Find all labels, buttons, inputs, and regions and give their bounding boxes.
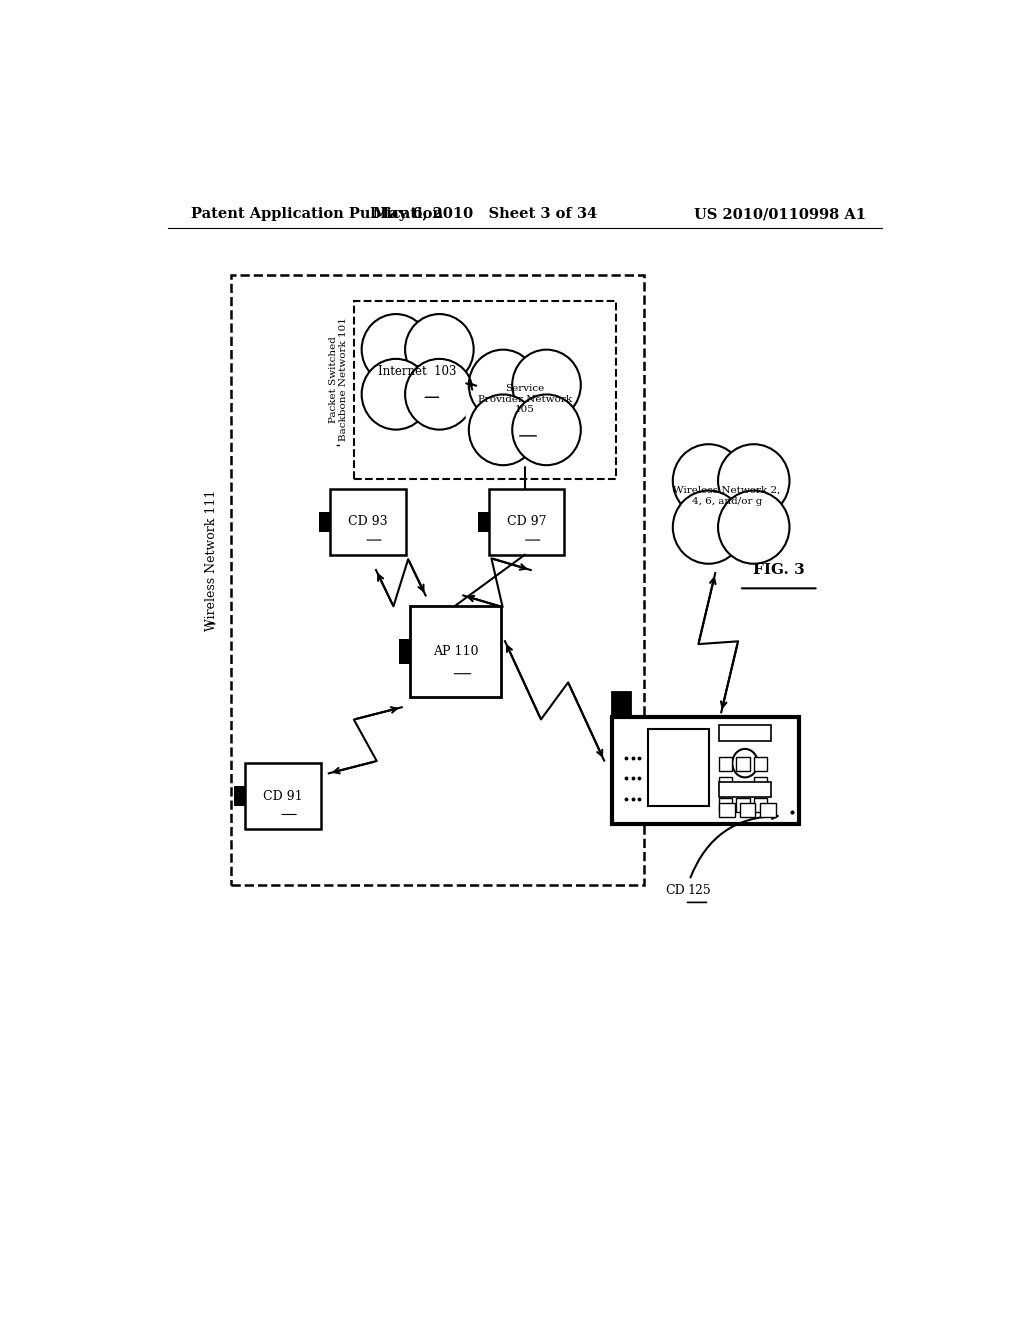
Ellipse shape <box>469 350 538 420</box>
Ellipse shape <box>512 395 581 465</box>
Ellipse shape <box>718 445 790 517</box>
Bar <box>648 729 710 805</box>
Bar <box>760 803 776 817</box>
Bar <box>736 758 750 771</box>
Ellipse shape <box>512 350 581 420</box>
Ellipse shape <box>669 444 794 565</box>
Bar <box>719 725 771 741</box>
Bar <box>354 301 616 479</box>
Text: CD: CD <box>666 883 685 896</box>
Text: US 2010/0110998 A1: US 2010/0110998 A1 <box>694 207 866 222</box>
Bar <box>246 763 321 829</box>
Ellipse shape <box>718 491 790 564</box>
Text: AP 110: AP 110 <box>432 645 478 657</box>
Bar <box>231 276 644 886</box>
Bar <box>719 777 732 792</box>
Bar <box>754 758 767 771</box>
Ellipse shape <box>673 445 744 517</box>
Bar <box>331 488 406 554</box>
Ellipse shape <box>732 748 758 777</box>
Ellipse shape <box>673 491 744 564</box>
Bar <box>754 797 767 812</box>
Ellipse shape <box>361 359 430 429</box>
Text: Patent Application Publication: Patent Application Publication <box>191 207 443 222</box>
Bar <box>719 803 735 817</box>
Bar <box>398 639 410 664</box>
Bar <box>489 488 564 554</box>
Ellipse shape <box>357 313 477 430</box>
Bar <box>719 758 732 771</box>
Ellipse shape <box>465 348 585 466</box>
Text: CD 93: CD 93 <box>348 515 388 528</box>
Bar <box>478 512 489 532</box>
Bar <box>754 777 767 792</box>
Bar <box>612 718 799 824</box>
Text: CD 91: CD 91 <box>263 789 303 803</box>
Text: Service
Provider Network
105: Service Provider Network 105 <box>478 384 571 414</box>
Ellipse shape <box>469 395 538 465</box>
Text: Internet  103: Internet 103 <box>379 366 457 379</box>
Text: Wireless Network 111: Wireless Network 111 <box>205 490 218 631</box>
Text: Packet Switched
Backbone Network 101: Packet Switched Backbone Network 101 <box>329 318 348 441</box>
Bar <box>736 797 750 812</box>
Bar <box>410 606 501 697</box>
Text: FIG. 3: FIG. 3 <box>753 564 805 577</box>
Text: 125: 125 <box>688 883 712 896</box>
Bar <box>319 512 331 532</box>
Bar <box>719 797 732 812</box>
Bar <box>719 783 771 797</box>
Text: Wireless Network 2,
4, 6, and/or g: Wireless Network 2, 4, 6, and/or g <box>674 486 781 506</box>
Text: May 6, 2010   Sheet 3 of 34: May 6, 2010 Sheet 3 of 34 <box>373 207 597 222</box>
Text: CD 97: CD 97 <box>507 515 547 528</box>
Bar <box>739 803 756 817</box>
Ellipse shape <box>406 359 474 429</box>
Ellipse shape <box>406 314 474 385</box>
Bar <box>234 785 246 807</box>
Bar <box>612 692 630 718</box>
Ellipse shape <box>361 314 430 385</box>
